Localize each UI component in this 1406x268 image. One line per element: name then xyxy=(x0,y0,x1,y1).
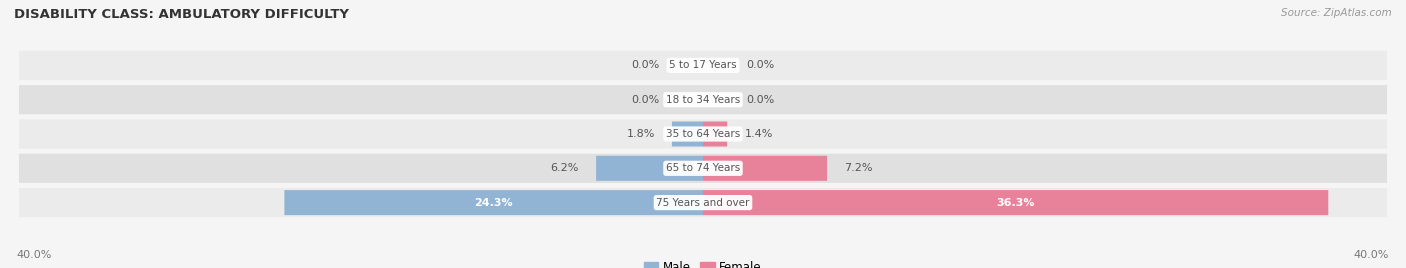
Text: 1.4%: 1.4% xyxy=(744,129,773,139)
Text: 7.2%: 7.2% xyxy=(844,163,873,173)
Text: 5 to 17 Years: 5 to 17 Years xyxy=(669,60,737,70)
Text: 40.0%: 40.0% xyxy=(17,250,52,260)
FancyBboxPatch shape xyxy=(703,190,1329,215)
Text: 40.0%: 40.0% xyxy=(1354,250,1389,260)
Text: DISABILITY CLASS: AMBULATORY DIFFICULTY: DISABILITY CLASS: AMBULATORY DIFFICULTY xyxy=(14,8,349,21)
Legend: Male, Female: Male, Female xyxy=(640,256,766,268)
FancyBboxPatch shape xyxy=(596,156,703,181)
FancyBboxPatch shape xyxy=(703,156,827,181)
Text: 65 to 74 Years: 65 to 74 Years xyxy=(666,163,740,173)
Text: 18 to 34 Years: 18 to 34 Years xyxy=(666,95,740,105)
Text: 36.3%: 36.3% xyxy=(997,198,1035,208)
FancyBboxPatch shape xyxy=(672,121,703,147)
Text: 35 to 64 Years: 35 to 64 Years xyxy=(666,129,740,139)
FancyBboxPatch shape xyxy=(284,190,703,215)
Text: 0.0%: 0.0% xyxy=(631,95,659,105)
Text: 75 Years and over: 75 Years and over xyxy=(657,198,749,208)
Text: 0.0%: 0.0% xyxy=(747,60,775,70)
FancyBboxPatch shape xyxy=(18,188,1388,217)
FancyBboxPatch shape xyxy=(18,154,1388,183)
Text: 0.0%: 0.0% xyxy=(631,60,659,70)
Text: 24.3%: 24.3% xyxy=(474,198,513,208)
Text: 6.2%: 6.2% xyxy=(551,163,579,173)
Text: 0.0%: 0.0% xyxy=(747,95,775,105)
FancyBboxPatch shape xyxy=(18,85,1388,114)
FancyBboxPatch shape xyxy=(703,121,727,147)
Text: Source: ZipAtlas.com: Source: ZipAtlas.com xyxy=(1281,8,1392,18)
FancyBboxPatch shape xyxy=(18,120,1388,148)
Text: 1.8%: 1.8% xyxy=(627,129,655,139)
FancyBboxPatch shape xyxy=(18,51,1388,80)
